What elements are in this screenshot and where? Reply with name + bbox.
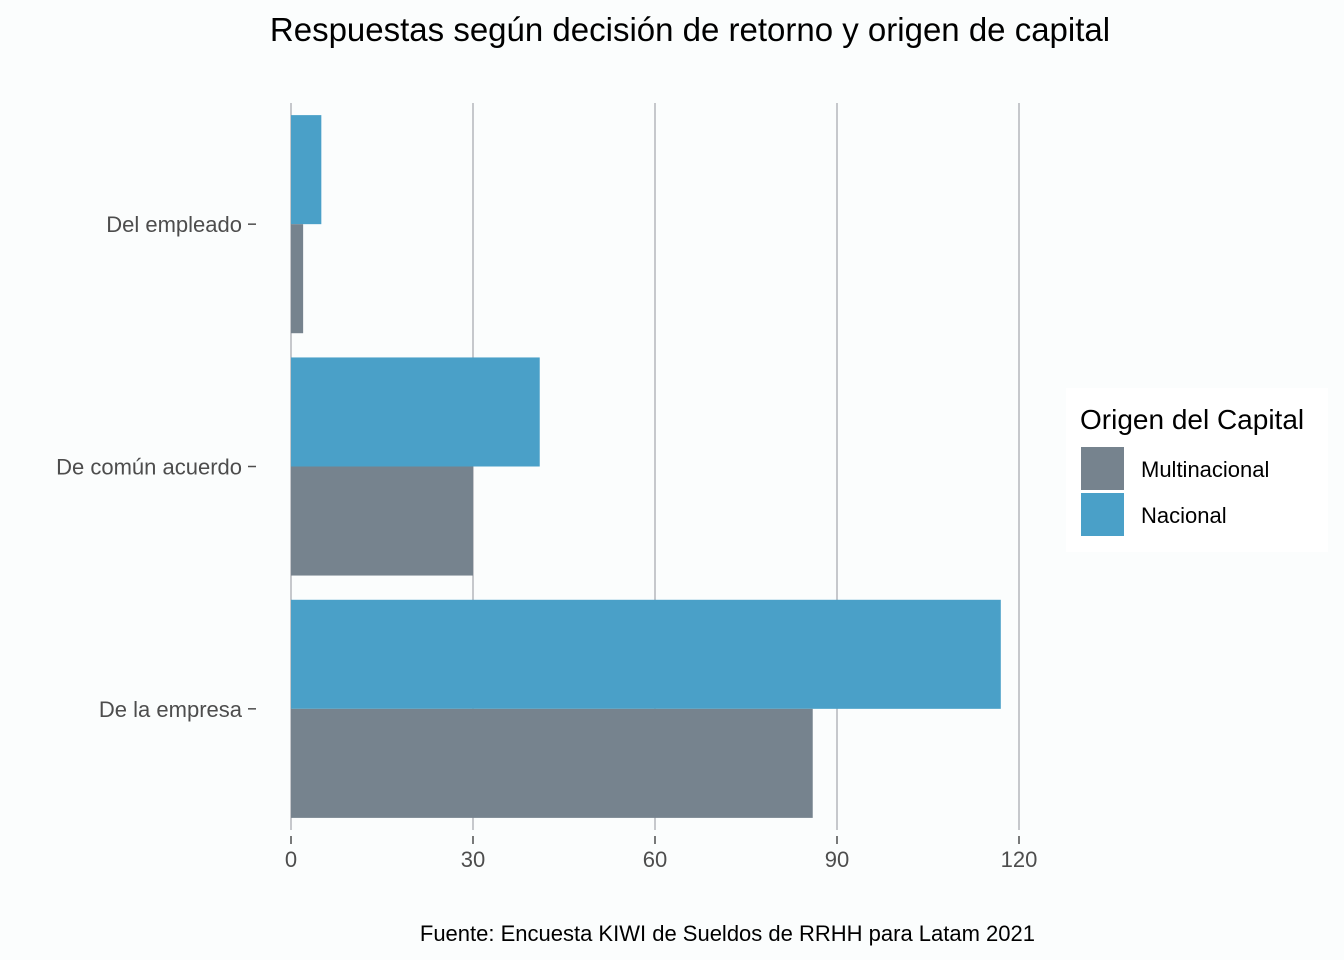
x-tick-label: 90 <box>825 847 849 872</box>
bar-multinacional-2 <box>291 708 813 818</box>
y-category-label: De común acuerdo <box>56 455 242 480</box>
y-axis: Del empleado De común acuerdo De la empres… <box>56 212 256 722</box>
bars <box>291 115 1001 818</box>
x-tick-label: 60 <box>643 847 667 872</box>
legend-title: Origen del Capital <box>1080 404 1304 435</box>
legend-label-multinacional: Multinacional <box>1141 457 1269 482</box>
x-tick-label: 30 <box>461 847 485 872</box>
x-axis: 0 30 60 90 120 <box>285 836 1037 872</box>
x-tick-label: 0 <box>285 847 297 872</box>
legend: Origen del Capital Multinacional Nacional <box>1066 388 1328 552</box>
bar-nacional-1 <box>291 357 540 467</box>
legend-items: Multinacional Nacional <box>1081 447 1269 536</box>
chart-title: Respuestas según decisión de retorno y o… <box>270 11 1110 48</box>
bar-multinacional-0 <box>291 224 304 334</box>
y-category-label: De la empresa <box>99 697 243 722</box>
bar-nacional-2 <box>291 599 1001 709</box>
legend-label-nacional: Nacional <box>1141 503 1227 528</box>
x-tick-label: 120 <box>1001 847 1038 872</box>
legend-swatch-nacional <box>1081 493 1124 536</box>
y-category-label: Del empleado <box>106 212 242 237</box>
bar-nacional-0 <box>291 115 322 225</box>
bar-multinacional-1 <box>291 466 473 576</box>
legend-swatch-multinacional <box>1081 447 1124 490</box>
chart-caption: Fuente: Encuesta KIWI de Sueldos de RRHH… <box>420 921 1035 946</box>
